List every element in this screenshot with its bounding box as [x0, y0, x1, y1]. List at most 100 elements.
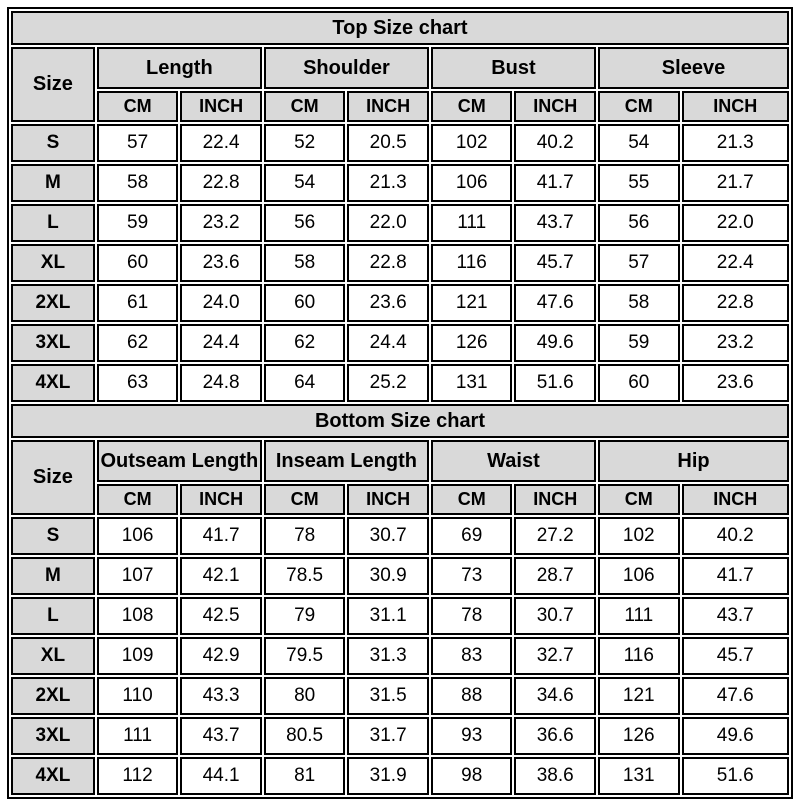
cell-value: 47.6 — [514, 284, 596, 322]
cell-value: 25.2 — [347, 364, 429, 402]
cell-value: 106 — [598, 557, 680, 595]
cell-value: 30.7 — [514, 597, 596, 635]
cell-value: 42.1 — [180, 557, 262, 595]
cell-value: 24.0 — [180, 284, 262, 322]
cell-value: 93 — [430, 717, 513, 755]
table-row: 2XL 110 43.3 80 31.5 88 34.6 121 47.6 — [11, 677, 789, 715]
group-header: Shoulder — [263, 47, 429, 89]
unit-header: INCH — [347, 484, 429, 515]
size-label: 2XL — [11, 677, 95, 715]
cell-value: 58 — [96, 164, 179, 202]
size-chart-table: Top Size chart Size Length Shoulder Bust Slee… — [7, 7, 793, 799]
cell-value: 80.5 — [263, 717, 346, 755]
cell-value: 32.7 — [514, 637, 596, 675]
unit-header: CM — [96, 91, 179, 122]
cell-value: 43.3 — [180, 677, 262, 715]
size-label: 3XL — [11, 324, 95, 362]
cell-value: 43.7 — [180, 717, 262, 755]
table-row: S 106 41.7 78 30.7 69 27.2 102 40.2 — [11, 517, 789, 555]
unit-header: INCH — [347, 91, 429, 122]
cell-value: 22.0 — [681, 204, 789, 242]
size-label: S — [11, 517, 95, 555]
unit-header: INCH — [514, 484, 596, 515]
cell-value: 62 — [96, 324, 179, 362]
table-row: S 57 22.4 52 20.5 102 40.2 54 21.3 — [11, 124, 789, 162]
cell-value: 131 — [430, 364, 513, 402]
cell-value: 21.3 — [681, 124, 789, 162]
cell-value: 51.6 — [514, 364, 596, 402]
cell-value: 28.7 — [514, 557, 596, 595]
table-row: 3XL 62 24.4 62 24.4 126 49.6 59 23.2 — [11, 324, 789, 362]
size-label: M — [11, 557, 95, 595]
cell-value: 116 — [598, 637, 680, 675]
group-header: Outseam Length — [96, 440, 262, 482]
table-row: Bottom Size chart — [11, 404, 789, 438]
cell-value: 30.7 — [347, 517, 429, 555]
cell-value: 88 — [430, 677, 513, 715]
cell-value: 61 — [96, 284, 179, 322]
table-row: CM INCH CM INCH CM INCH CM INCH — [11, 91, 789, 122]
table-row: 4XL 63 24.8 64 25.2 131 51.6 60 23.6 — [11, 364, 789, 402]
group-header: Waist — [430, 440, 596, 482]
cell-value: 34.6 — [514, 677, 596, 715]
cell-value: 64 — [263, 364, 346, 402]
table-row: CM INCH CM INCH CM INCH CM INCH — [11, 484, 789, 515]
cell-value: 24.4 — [347, 324, 429, 362]
cell-value: 22.8 — [180, 164, 262, 202]
cell-value: 60 — [96, 244, 179, 282]
cell-value: 57 — [598, 244, 680, 282]
cell-value: 42.5 — [180, 597, 262, 635]
cell-value: 81 — [263, 757, 346, 795]
cell-value: 52 — [263, 124, 346, 162]
cell-value: 60 — [598, 364, 680, 402]
table-row: 4XL 112 44.1 81 31.9 98 38.6 131 51.6 — [11, 757, 789, 795]
cell-value: 20.5 — [347, 124, 429, 162]
cell-value: 31.7 — [347, 717, 429, 755]
cell-value: 42.9 — [180, 637, 262, 675]
cell-value: 43.7 — [514, 204, 596, 242]
cell-value: 112 — [96, 757, 179, 795]
cell-value: 41.7 — [514, 164, 596, 202]
cell-value: 83 — [430, 637, 513, 675]
cell-value: 59 — [598, 324, 680, 362]
cell-value: 109 — [96, 637, 179, 675]
size-label: 2XL — [11, 284, 95, 322]
group-header: Sleeve — [598, 47, 789, 89]
cell-value: 78 — [263, 517, 346, 555]
cell-value: 22.8 — [347, 244, 429, 282]
cell-value: 45.7 — [681, 637, 789, 675]
cell-value: 116 — [430, 244, 513, 282]
cell-value: 31.1 — [347, 597, 429, 635]
cell-value: 49.6 — [681, 717, 789, 755]
cell-value: 24.8 — [180, 364, 262, 402]
cell-value: 43.7 — [681, 597, 789, 635]
cell-value: 49.6 — [514, 324, 596, 362]
cell-value: 63 — [96, 364, 179, 402]
table-row: L 108 42.5 79 31.1 78 30.7 111 43.7 — [11, 597, 789, 635]
size-label: L — [11, 597, 95, 635]
chart-title: Top Size chart — [11, 11, 789, 45]
cell-value: 23.2 — [681, 324, 789, 362]
unit-header: CM — [263, 91, 346, 122]
cell-value: 31.9 — [347, 757, 429, 795]
table-row: 2XL 61 24.0 60 23.6 121 47.6 58 22.8 — [11, 284, 789, 322]
size-chart-rows: Top Size chart Size Length Shoulder Bust Slee… — [11, 11, 789, 795]
size-column-header: Size — [11, 440, 95, 515]
cell-value: 22.4 — [180, 124, 262, 162]
cell-value: 102 — [598, 517, 680, 555]
size-label: XL — [11, 637, 95, 675]
cell-value: 36.6 — [514, 717, 596, 755]
unit-header: INCH — [180, 91, 262, 122]
size-label: L — [11, 204, 95, 242]
cell-value: 79.5 — [263, 637, 346, 675]
table-row: M 58 22.8 54 21.3 106 41.7 55 21.7 — [11, 164, 789, 202]
chart-title: Bottom Size chart — [11, 404, 789, 438]
cell-value: 110 — [96, 677, 179, 715]
cell-value: 55 — [598, 164, 680, 202]
cell-value: 54 — [598, 124, 680, 162]
cell-value: 79 — [263, 597, 346, 635]
cell-value: 73 — [430, 557, 513, 595]
cell-value: 107 — [96, 557, 179, 595]
cell-value: 108 — [96, 597, 179, 635]
unit-header: CM — [430, 91, 513, 122]
